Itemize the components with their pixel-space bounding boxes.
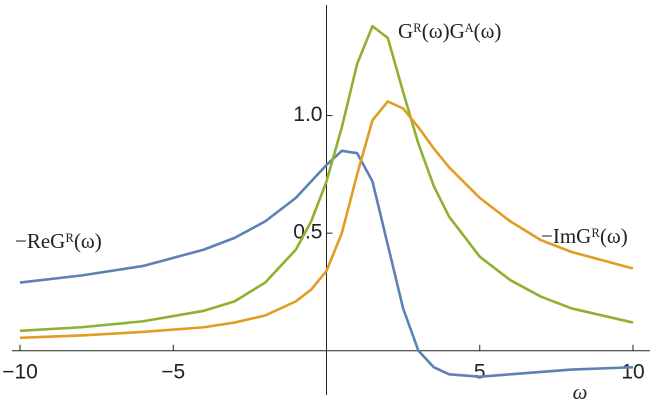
x-tick-label: 10 xyxy=(621,360,644,383)
x-tick-label: −10 xyxy=(2,360,38,383)
y-tick-label: 0.5 xyxy=(293,221,322,244)
x-axis-label: ω xyxy=(573,380,588,404)
series-label: Gᴿ(ω)Gᴬ(ω) xyxy=(398,19,501,43)
x-tick-label: −5 xyxy=(161,360,185,383)
series-line xyxy=(19,100,634,340)
series-line xyxy=(19,149,634,378)
series-label: −ReGᴿ(ω) xyxy=(15,229,102,253)
series-label: −ImGᴿ(ω) xyxy=(541,224,628,248)
series-line xyxy=(19,24,634,333)
x-tick-label: 5 xyxy=(474,360,486,383)
y-tick-label: 1.0 xyxy=(293,103,322,126)
